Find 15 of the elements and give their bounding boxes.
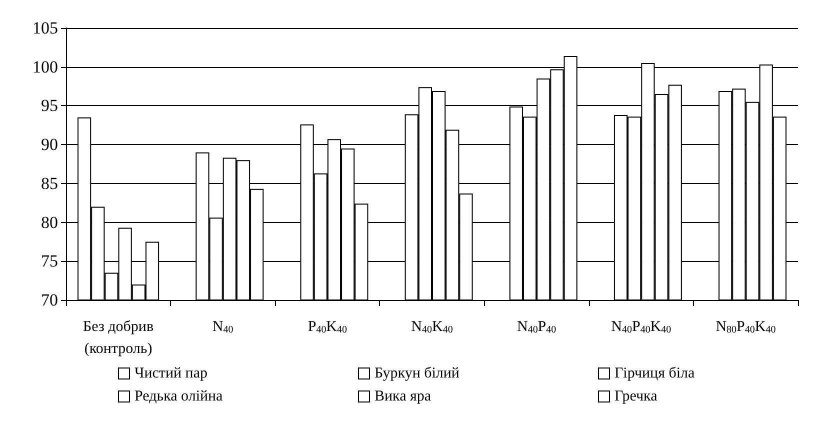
legend-label: Буркун білий	[374, 366, 460, 382]
y-tick-label: 85	[41, 174, 58, 193]
legend-label: Вика яра	[374, 388, 432, 404]
y-tick-label: 80	[41, 212, 58, 232]
y-tick-label: 90	[41, 135, 58, 154]
y-tick-label: 70	[41, 290, 58, 310]
legend-label: Гірчиця біла	[614, 366, 695, 382]
legend-label: Редька олійна	[134, 388, 224, 404]
legend-label: Гречка	[614, 388, 658, 404]
y-tick-label: 100	[32, 57, 58, 76]
y-tick-label: 105	[32, 18, 58, 38]
legend-label: Чистий пар	[134, 366, 208, 382]
y-tick-label: 95	[41, 96, 58, 116]
x-tick-label: Без добрив (контроль)	[83, 319, 154, 357]
y-tick-label: 75	[41, 252, 58, 271]
